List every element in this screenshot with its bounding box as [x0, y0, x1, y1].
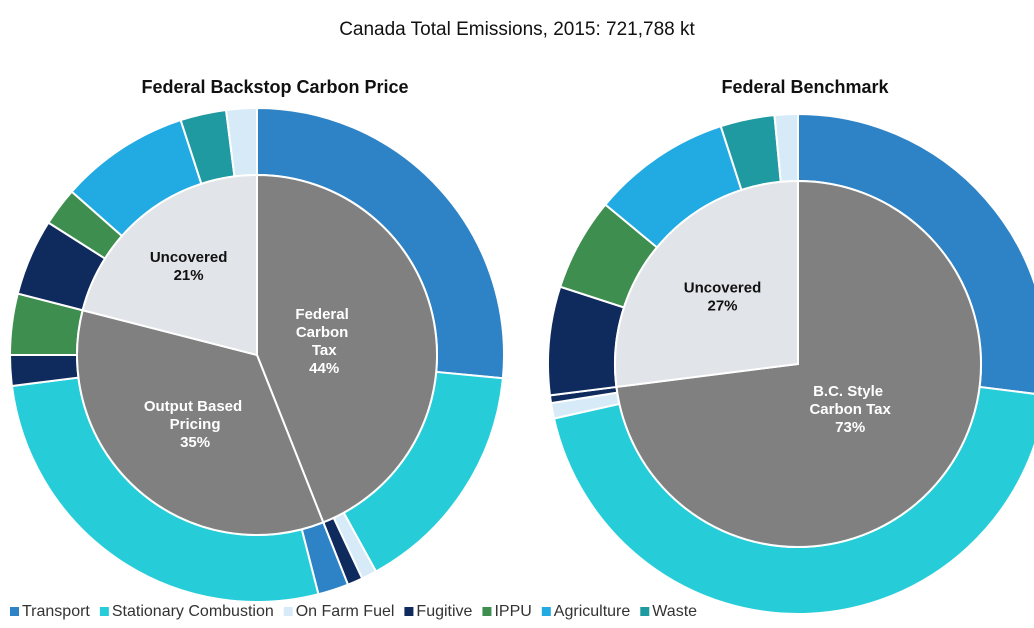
slice-label-line: Federal — [295, 306, 353, 323]
legend-label: Agriculture — [554, 603, 631, 620]
slice-label: Output Based Pricing — [144, 398, 247, 433]
legend-swatch — [541, 607, 551, 616]
chart-title: Canada Total Emissions, 2015: 721,788 kt — [339, 19, 695, 40]
legend-label: Fugitive — [416, 603, 472, 620]
slice-value-label: 21% — [174, 267, 204, 284]
legend-swatch — [640, 607, 650, 616]
legend-label: On Farm Fuel — [296, 603, 395, 620]
slice-label-line: Pricing — [170, 416, 221, 433]
slice-label-line: Uncovered — [150, 249, 228, 266]
slice-value-label: 35% — [180, 434, 210, 451]
slice-label: Uncovered — [150, 249, 228, 266]
slice-value-label: 27% — [707, 297, 737, 314]
chart-subtitle: Federal Benchmark — [721, 77, 889, 97]
slice-label-line: Uncovered — [684, 279, 762, 296]
slice-label: Uncovered — [684, 279, 762, 296]
legend-swatch — [99, 607, 109, 616]
legend-label: Waste — [652, 603, 697, 620]
slice-label-line: Output Based — [144, 398, 247, 415]
inner-slice — [81, 173, 258, 357]
chart-subtitle: Federal Backstop Carbon Price — [141, 77, 408, 97]
slice-label: B.C. Style Carbon Tax — [809, 383, 891, 418]
slice-label-line: Carbon Tax — [809, 401, 891, 418]
slice-value-label: 44% — [309, 360, 339, 377]
legend-label: Stationary Combustion — [112, 603, 274, 620]
slice-label-line: B.C. Style — [813, 383, 887, 400]
slice-label: Federal Carbon Tax — [295, 306, 353, 359]
legend-swatch — [482, 607, 492, 616]
legend-swatch — [283, 607, 293, 616]
slice-label-line: Tax — [312, 342, 337, 359]
legend-swatch — [404, 607, 414, 616]
legend-label: Transport — [22, 603, 90, 620]
legend-label: IPPU — [494, 603, 531, 620]
legend-swatch — [10, 607, 19, 616]
inner-slice — [614, 179, 799, 389]
slice-label-line: Carbon — [296, 324, 353, 341]
slice-value-label: 73% — [835, 419, 865, 436]
inner-slice — [256, 173, 438, 524]
inner-slice — [76, 309, 325, 536]
